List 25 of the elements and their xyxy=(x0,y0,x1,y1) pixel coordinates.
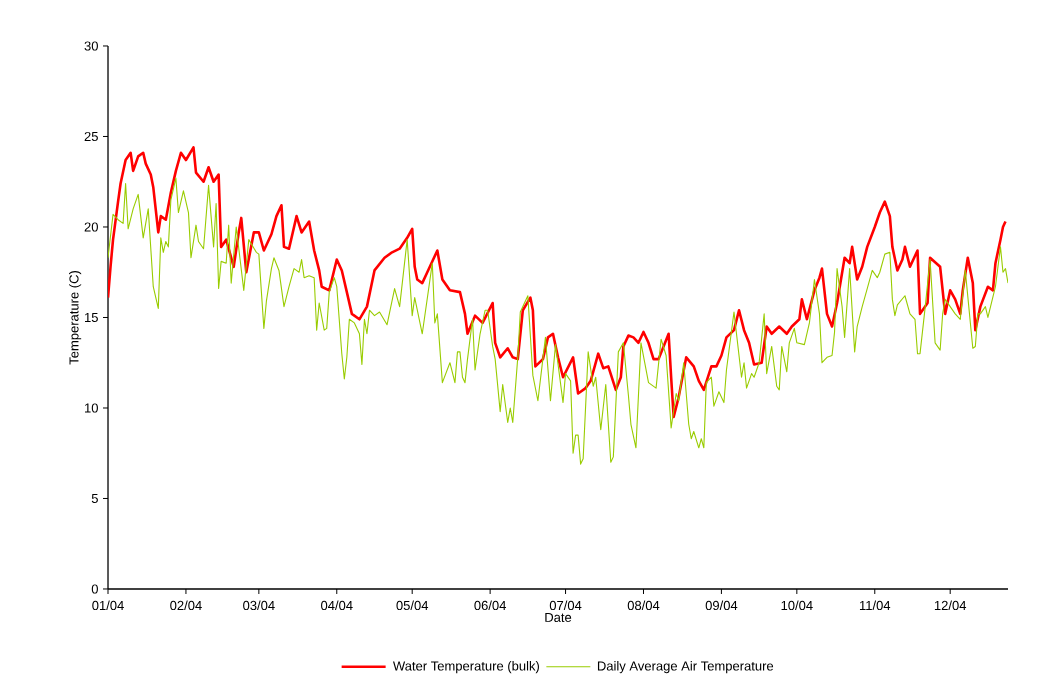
x-tick-label: 05/04 xyxy=(396,600,429,611)
x-tick-label: 04/04 xyxy=(321,600,353,611)
legend-label: Daily Average Air Temperature xyxy=(597,661,774,674)
x-tick-label: 12/04 xyxy=(934,600,967,611)
x-tick-label: 06/04 xyxy=(474,600,507,611)
y-tick-label: 15 xyxy=(85,312,98,323)
y-tick-label: 10 xyxy=(85,403,98,413)
y-tick-label: 20 xyxy=(84,222,98,232)
y-axis-title: Temperature (C) xyxy=(69,271,82,365)
line-series xyxy=(108,146,1007,419)
x-tick-label: 01/04 xyxy=(92,600,124,611)
x-axis-title: Date xyxy=(545,612,572,622)
x-tick-label: 07/04 xyxy=(549,600,582,611)
y-tick-label: 0 xyxy=(91,584,98,594)
y-tick-label: 25 xyxy=(84,131,98,142)
x-tick-label: 09/04 xyxy=(705,600,738,611)
x-tick-label: 11/04 xyxy=(859,600,891,611)
y-tick-label: 30 xyxy=(84,41,98,51)
x-tick-label: 10/04 xyxy=(781,600,813,611)
x-tick-label: 08/04 xyxy=(627,600,660,611)
x-tick-label: 02/04 xyxy=(170,600,202,611)
x-tick-label: 03/04 xyxy=(243,600,275,611)
legend-label: Water Temperature (bulk) xyxy=(392,661,539,674)
y-tick-label: 5 xyxy=(91,493,98,504)
line-series xyxy=(108,177,1009,465)
